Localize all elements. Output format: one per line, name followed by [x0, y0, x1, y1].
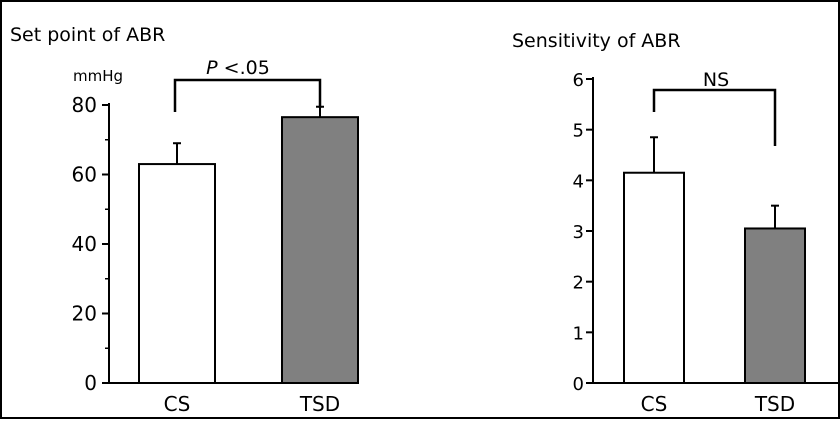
right-plot-area: 0 1 2 3 4 5 6 CS TSD NS — [573, 69, 840, 416]
right-y-tick-label: 3 — [573, 222, 584, 243]
left-y-tick-label: 40 — [72, 232, 97, 256]
right-significance-label: NS — [703, 69, 729, 91]
right-significance-bracket — [652, 88, 777, 146]
right-bar-tsd — [744, 227, 806, 384]
right-y-tick-label: 1 — [573, 323, 584, 344]
left-bar-cs — [138, 163, 216, 384]
left-bar-tsd — [281, 116, 359, 384]
left-significance-bracket — [173, 78, 322, 112]
left-category-label: CS — [164, 392, 191, 416]
right-y-tick-label: 4 — [573, 171, 584, 192]
left-significance-label: P <.05 — [206, 57, 270, 79]
left-y-tick-label: 80 — [72, 93, 97, 117]
left-y-unit-label: mmHg — [73, 67, 123, 85]
right-category-label: CS — [641, 392, 668, 416]
right-y-tick-label: 6 — [573, 70, 584, 91]
left-y-tick-label: 20 — [72, 302, 97, 326]
right-y-tick-label: 5 — [573, 121, 584, 142]
right-category-label: TSD — [754, 392, 795, 416]
left-chart-title: Set point of ABR — [10, 24, 165, 46]
left-plot-area: 0 20 40 60 80 CS TSD P <.05 — [72, 57, 359, 416]
left-y-tick-label: 0 — [84, 371, 97, 395]
left-category-label: TSD — [299, 392, 340, 416]
right-chart-title: Sensitivity of ABR — [512, 30, 681, 52]
left-y-tick-label: 60 — [72, 163, 97, 187]
right-y-tick-label: 0 — [573, 374, 584, 395]
right-y-tick-label: 2 — [573, 273, 584, 294]
right-bar-cs — [623, 171, 685, 384]
